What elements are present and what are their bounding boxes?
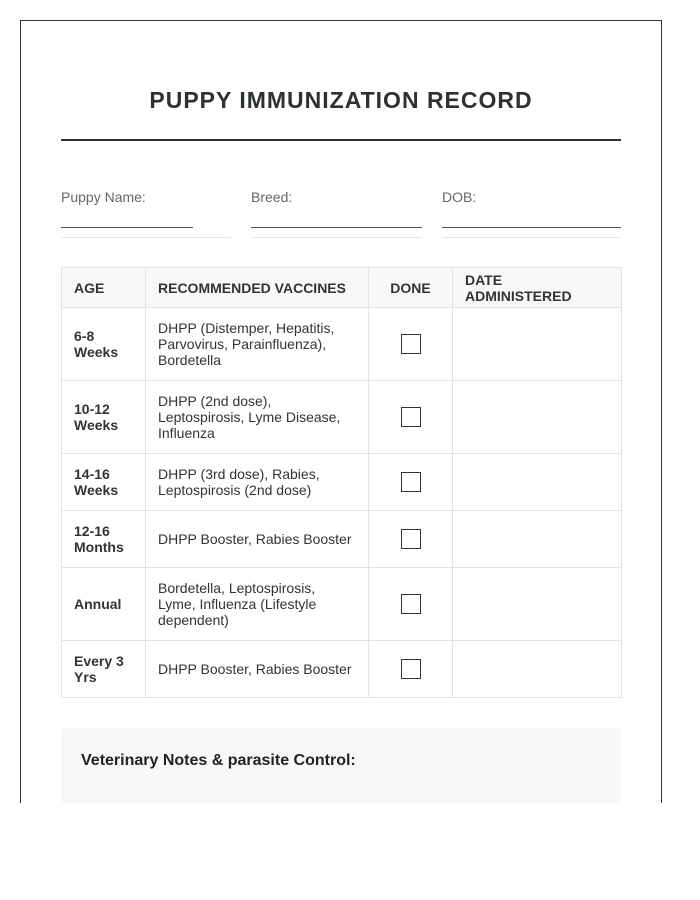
breed-label: Breed:	[251, 189, 293, 205]
done-checkbox[interactable]	[400, 407, 421, 427]
done-cell	[368, 510, 453, 568]
age-cell: 6-8 Weeks	[61, 307, 146, 381]
vaccine-table: AGE RECOMMENDED VACCINES DONE DATE ADMIN…	[61, 267, 622, 698]
date-administered-cell[interactable]	[452, 453, 622, 511]
dob-field[interactable]: DOB:	[442, 189, 621, 238]
done-checkbox[interactable]	[400, 334, 421, 354]
vaccines-cell: DHPP Booster, Rabies Booster	[145, 640, 369, 698]
notes-heading: Veterinary Notes & parasite Control:	[81, 752, 356, 769]
record-page: PUPPY IMMUNIZATION RECORD Puppy Name: Br…	[20, 20, 662, 803]
table-row: 6-8 Weeks DHPP (Distemper, Hepatitis, Pa…	[61, 307, 622, 381]
done-cell	[368, 307, 453, 381]
breed-field[interactable]: Breed:	[251, 189, 422, 238]
date-administered-cell[interactable]	[452, 307, 622, 381]
age-cell: 10-12 Weeks	[61, 380, 146, 454]
puppy-name-input-line[interactable]	[61, 227, 193, 228]
done-cell	[368, 567, 453, 641]
done-checkbox[interactable]	[400, 529, 421, 549]
done-cell	[368, 640, 453, 698]
vaccines-cell: DHPP (Distemper, Hepatitis, Parvovirus, …	[145, 307, 369, 381]
table-row: 12-16 Months DHPP Booster, Rabies Booste…	[61, 510, 622, 568]
header-done: DONE	[368, 267, 453, 308]
date-administered-cell[interactable]	[452, 380, 622, 454]
table-row: Annual Bordetella, Leptospirosis, Lyme, …	[61, 567, 622, 641]
header-date: DATE ADMINISTERED	[452, 267, 622, 308]
table-header-row: AGE RECOMMENDED VACCINES DONE DATE ADMIN…	[61, 267, 622, 308]
date-administered-cell[interactable]	[452, 567, 622, 641]
vaccines-cell: DHPP (2nd dose), Leptospirosis, Lyme Dis…	[145, 380, 369, 454]
veterinary-notes-section[interactable]: Veterinary Notes & parasite Control:	[61, 728, 621, 803]
puppy-name-label: Puppy Name:	[61, 189, 146, 205]
done-cell	[368, 380, 453, 454]
date-administered-cell[interactable]	[452, 510, 622, 568]
done-cell	[368, 453, 453, 511]
title-divider	[61, 139, 621, 141]
vaccines-cell: DHPP Booster, Rabies Booster	[145, 510, 369, 568]
age-cell: Every 3 Yrs	[61, 640, 146, 698]
page-title: PUPPY IMMUNIZATION RECORD	[149, 87, 533, 113]
header-age: AGE	[61, 267, 146, 308]
table-row: 10-12 Weeks DHPP (2nd dose), Leptospiros…	[61, 380, 622, 454]
date-administered-cell[interactable]	[452, 640, 622, 698]
dob-label: DOB:	[442, 189, 477, 205]
done-checkbox[interactable]	[400, 659, 421, 679]
dob-input-line[interactable]	[442, 227, 621, 228]
vaccines-cell: Bordetella, Leptospirosis, Lyme, Influen…	[145, 567, 369, 641]
done-checkbox[interactable]	[400, 594, 421, 614]
age-cell: Annual	[61, 567, 146, 641]
header-vaccines: RECOMMENDED VACCINES	[145, 267, 369, 308]
table-row: Every 3 Yrs DHPP Booster, Rabies Booster	[61, 640, 622, 698]
vaccines-cell: DHPP (3rd dose), Rabies, Leptospirosis (…	[145, 453, 369, 511]
age-cell: 12-16 Months	[61, 510, 146, 568]
puppy-name-field[interactable]: Puppy Name:	[61, 189, 231, 238]
done-checkbox[interactable]	[400, 472, 421, 492]
table-row: 14-16 Weeks DHPP (3rd dose), Rabies, Lep…	[61, 453, 622, 511]
age-cell: 14-16 Weeks	[61, 453, 146, 511]
breed-input-line[interactable]	[251, 227, 422, 228]
